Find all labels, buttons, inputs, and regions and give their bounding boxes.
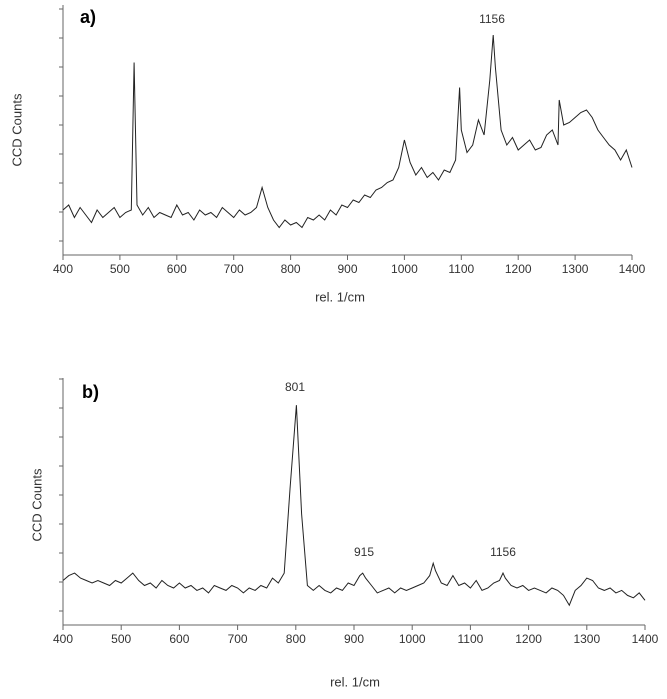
x-tick-label: 600: [167, 262, 187, 276]
x-tick-label: 900: [344, 632, 364, 646]
x-tick-label: 1100: [448, 262, 474, 276]
x-axis-label: rel. 1/cm: [315, 289, 365, 304]
x-tick-label: 1000: [391, 262, 418, 276]
x-axis-label: rel. 1/cm: [330, 674, 380, 689]
x-tick-label: 900: [337, 262, 357, 276]
spectrum-line: [62, 34, 633, 229]
peak-annotation: 801: [285, 380, 305, 394]
peak-annotation: 1156: [490, 545, 516, 559]
x-tick-label: 1100: [457, 632, 483, 646]
x-tick-label: 1200: [505, 262, 532, 276]
axis: [62, 5, 632, 256]
x-tick-label: 800: [286, 632, 306, 646]
x-tick-label: 800: [281, 262, 301, 276]
y-axis-label: CCD Counts: [9, 93, 24, 166]
peak-annotation: 915: [354, 545, 374, 559]
axis: [62, 378, 645, 626]
x-tick-label: 1400: [619, 262, 646, 276]
x-tick-label: 400: [53, 632, 73, 646]
x-tick-label: 500: [110, 262, 130, 276]
spectrum-line: [62, 405, 646, 607]
panel-label: b): [82, 382, 99, 402]
y-axis-label: CCD Counts: [29, 468, 44, 541]
x-tick-label: 700: [224, 262, 244, 276]
x-tick-label: 400: [53, 262, 73, 276]
x-tick-label: 1200: [515, 632, 542, 646]
x-tick-label: 700: [228, 632, 248, 646]
x-tick-label: 1000: [399, 632, 426, 646]
x-tick-label: 1300: [562, 262, 589, 276]
x-tick-label: 500: [111, 632, 131, 646]
panel-label: a): [80, 7, 96, 27]
x-tick-label: 600: [169, 632, 189, 646]
x-tick-label: 1400: [632, 632, 659, 646]
peak-annotation: 1156: [479, 12, 505, 26]
x-tick-label: 1300: [573, 632, 600, 646]
